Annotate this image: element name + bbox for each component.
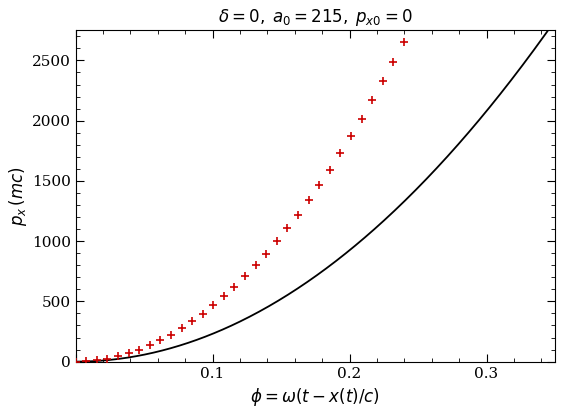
Y-axis label: $p_x\,(mc)$: $p_x\,(mc)$ xyxy=(7,166,29,226)
X-axis label: $\phi = \omega(t - x(t)/c)$: $\phi = \omega(t - x(t)/c)$ xyxy=(251,386,380,408)
Title: $\delta=0,\;a_0=215,\;p_{x0}=0$: $\delta=0,\;a_0=215,\;p_{x0}=0$ xyxy=(218,7,413,28)
